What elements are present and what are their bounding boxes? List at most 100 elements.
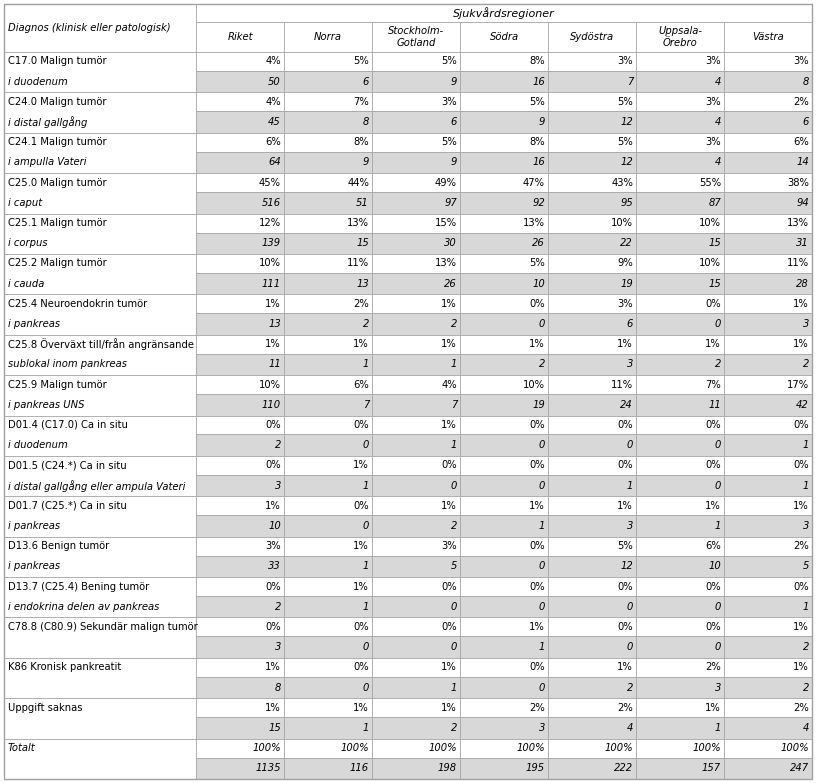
Text: 1%: 1% [265, 501, 281, 511]
Bar [460, 52, 548, 71]
Bar [372, 596, 460, 618]
Bar [372, 717, 460, 738]
Text: 1%: 1% [441, 702, 457, 713]
Bar [636, 515, 724, 536]
Text: 8%: 8% [530, 56, 545, 67]
Bar [548, 416, 636, 435]
Text: 0%: 0% [441, 622, 457, 632]
Text: 10: 10 [532, 279, 545, 289]
Text: 2: 2 [803, 683, 809, 692]
Bar [372, 738, 460, 758]
Bar [196, 416, 284, 435]
Text: 1: 1 [362, 723, 369, 733]
Text: 0%: 0% [353, 662, 369, 673]
Text: 1%: 1% [793, 299, 809, 309]
Text: 4%: 4% [441, 380, 457, 390]
Bar [724, 717, 812, 738]
Text: 64: 64 [268, 157, 281, 168]
Bar [724, 456, 812, 474]
Bar [460, 456, 548, 474]
Text: 1%: 1% [265, 339, 281, 349]
Text: 10: 10 [268, 521, 281, 531]
Bar [372, 416, 460, 435]
Text: 2: 2 [627, 683, 633, 692]
Text: 0: 0 [362, 683, 369, 692]
Text: 2: 2 [450, 521, 457, 531]
Text: i pankreas: i pankreas [8, 521, 60, 531]
Bar [636, 577, 724, 596]
Bar [372, 577, 460, 596]
Bar [284, 577, 372, 596]
Bar [724, 758, 812, 779]
Bar [372, 71, 460, 92]
Text: 30: 30 [444, 238, 457, 248]
Text: 1%: 1% [353, 339, 369, 349]
Bar [636, 152, 724, 173]
Bar [372, 313, 460, 334]
Text: C25.4 Neuroendokrin tumör: C25.4 Neuroendokrin tumör [8, 299, 147, 309]
Bar [636, 354, 724, 375]
Text: 11%: 11% [347, 258, 369, 269]
Text: 3: 3 [803, 319, 809, 329]
Text: 1: 1 [803, 602, 809, 612]
Bar [460, 717, 548, 738]
Bar [460, 214, 548, 233]
Text: 1: 1 [362, 602, 369, 612]
Bar [284, 394, 372, 416]
Text: 94: 94 [796, 198, 809, 207]
Text: 110: 110 [262, 400, 281, 410]
Text: 0%: 0% [705, 582, 721, 591]
Text: 7%: 7% [353, 97, 369, 107]
Bar [724, 152, 812, 173]
Text: 2%: 2% [353, 299, 369, 309]
Text: 1%: 1% [441, 420, 457, 430]
Text: 8%: 8% [353, 137, 369, 147]
Text: 139: 139 [262, 238, 281, 248]
Bar [196, 375, 284, 394]
Bar [460, 416, 548, 435]
Text: 1%: 1% [353, 702, 369, 713]
Text: 0%: 0% [265, 460, 281, 471]
Text: 1: 1 [362, 561, 369, 572]
Text: 5%: 5% [530, 97, 545, 107]
Text: 5%: 5% [617, 137, 633, 147]
Bar [284, 354, 372, 375]
Text: 3%: 3% [441, 97, 457, 107]
Bar [636, 52, 724, 71]
Bar [460, 173, 548, 192]
Bar [196, 738, 284, 758]
Text: 1%: 1% [353, 582, 369, 591]
Text: 12: 12 [620, 561, 633, 572]
Text: 0%: 0% [530, 541, 545, 551]
Bar [724, 618, 812, 637]
Text: 5%: 5% [441, 137, 457, 147]
Text: 0%: 0% [618, 460, 633, 471]
Text: C25.9 Malign tumör: C25.9 Malign tumör [8, 380, 107, 390]
Bar [724, 496, 812, 515]
Bar [724, 254, 812, 273]
Text: 31: 31 [796, 238, 809, 248]
Bar [460, 233, 548, 254]
Text: C78.8 (C80.9) Sekundär malign tumör: C78.8 (C80.9) Sekundär malign tumör [8, 622, 197, 632]
Text: C25.1 Malign tumör: C25.1 Malign tumör [8, 218, 107, 228]
Bar [636, 637, 724, 658]
Text: 3: 3 [715, 683, 721, 692]
Text: 0%: 0% [353, 622, 369, 632]
Bar [4, 738, 196, 779]
Text: 0%: 0% [793, 582, 809, 591]
Bar [284, 596, 372, 618]
Text: 0%: 0% [618, 582, 633, 591]
Text: 100%: 100% [428, 743, 457, 753]
Text: 33: 33 [268, 561, 281, 572]
Bar [284, 173, 372, 192]
Bar [724, 658, 812, 677]
Bar [460, 111, 548, 133]
Text: 3%: 3% [705, 137, 721, 147]
Text: D01.5 (C24.*) Ca in situ: D01.5 (C24.*) Ca in situ [8, 460, 126, 471]
Bar [196, 758, 284, 779]
Bar [460, 658, 548, 677]
Bar [196, 254, 284, 273]
Bar [724, 334, 812, 354]
Bar [548, 152, 636, 173]
Bar [460, 354, 548, 375]
